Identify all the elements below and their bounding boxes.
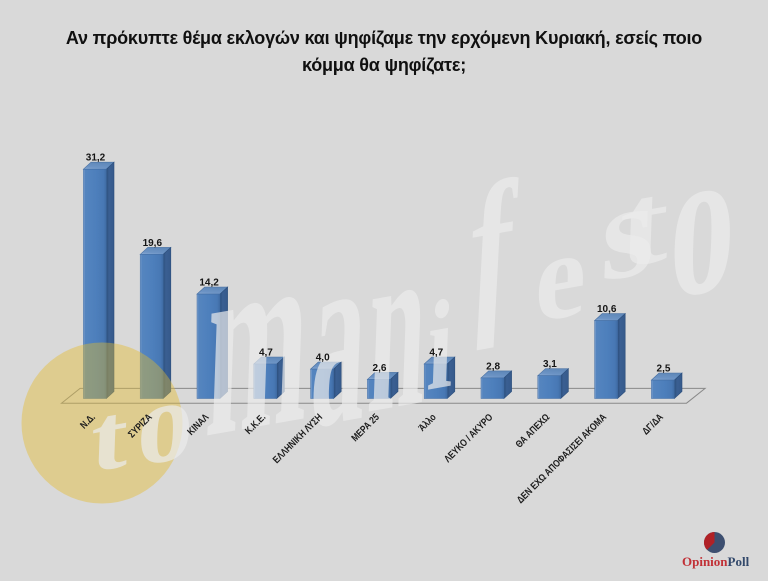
svg-text:10,6: 10,6 [597,304,617,315]
svg-text:o: o [135,353,196,492]
svg-text:κόμμα θα ψηφίζατε;: κόμμα θα ψηφίζατε; [302,55,466,76]
svg-text:4,0: 4,0 [316,353,330,364]
svg-text:o: o [666,95,739,345]
svg-text:t: t [89,383,129,493]
svg-text:n: n [364,184,431,466]
svg-text:s: s [599,150,658,310]
svg-text:a: a [307,187,371,484]
svg-text:2,8: 2,8 [486,361,500,372]
svg-text:t: t [617,156,671,294]
svg-text:2,6: 2,6 [373,363,387,374]
svg-text:e: e [533,203,589,349]
svg-text:Αν πρόκυπτε θέμα εκλογών και ψ: Αν πρόκυπτε θέμα εκλογών και ψηφίζαμε τη… [66,28,702,49]
svg-text:31,2: 31,2 [86,153,106,164]
svg-text:3,1: 3,1 [543,359,557,370]
svg-text:m: m [202,181,314,493]
svg-text:4,7: 4,7 [259,347,273,358]
svg-text:19,6: 19,6 [143,238,163,249]
svg-text:2,5: 2,5 [657,364,671,375]
svg-text:4,7: 4,7 [429,347,443,358]
svg-text:OpinionPoll: OpinionPoll [682,554,750,569]
svg-text:i: i [425,273,456,418]
svg-text:14,2: 14,2 [199,278,219,289]
